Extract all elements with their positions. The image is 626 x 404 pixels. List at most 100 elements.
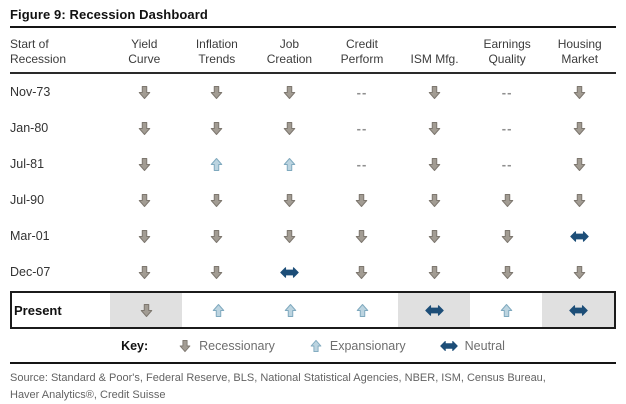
column-header: Credit Perform [340,37,384,66]
column-header: Job Creation [266,37,313,66]
down-arrow-icon [356,229,368,243]
present-indicator-cell [110,293,182,327]
legend-item: Recessionary [178,339,275,353]
indicator-cell [108,182,181,218]
indicator-cell: -- [326,74,399,110]
down-arrow-icon [138,85,151,99]
indicator-cell [326,254,399,290]
recession-start-label: Jul-90 [10,193,45,207]
legend-item-label: Neutral [464,338,505,353]
down-arrow-icon [428,265,441,279]
recession-start-label: Jan-80 [10,121,49,135]
column-header: Inflation Trends [195,37,238,66]
down-arrow-icon [573,265,586,279]
legend-item: Neutral [439,338,505,353]
indicator-cell [326,218,399,254]
indicator-cell [398,110,471,146]
down-arrow-icon [501,265,513,279]
up-arrow-icon [356,303,368,317]
down-arrow-icon [211,193,223,207]
indicator-cell [253,74,326,110]
down-arrow-icon [573,157,586,171]
not-available-dash: -- [501,84,513,100]
down-arrow-icon [428,193,441,207]
left-right-arrow-icon [439,340,458,351]
figure-title: Figure 9: Recession Dashboard [10,7,616,28]
indicator-cell [108,146,181,182]
up-arrow-icon [211,157,223,171]
indicator-cell [471,254,544,290]
indicator-cell [471,218,544,254]
indicator-cell [108,74,181,110]
indicator-cell [543,182,616,218]
left-right-arrow-icon [280,266,299,278]
up-arrow-icon [310,339,322,352]
legend-items: Recessionary Expansionary Neutral [178,339,505,353]
present-row: Present [12,293,614,327]
indicator-cell [181,74,254,110]
down-arrow-icon [501,193,513,207]
indicator-cell: -- [326,110,399,146]
indicator-cell [253,218,326,254]
indicator-cell: -- [471,146,544,182]
down-arrow-icon [138,193,151,207]
indicator-cell [181,182,254,218]
table-row: Dec-07 [10,254,616,290]
indicator-cell: -- [471,74,544,110]
up-arrow-icon [500,303,512,317]
down-arrow-icon [501,229,513,243]
present-label: Present [14,302,62,318]
column-header: Start of Recession [10,37,67,66]
down-arrow-icon [573,193,586,207]
indicator-cell [108,254,181,290]
up-arrow-icon [283,157,296,171]
present-indicator-cell [542,293,614,327]
column-header: ISM Mfg. [410,52,459,66]
present-row-box: Present [10,291,616,329]
down-arrow-icon [211,121,223,135]
legend-item-label: Expansionary [329,338,406,353]
left-right-arrow-icon [424,304,444,316]
indicator-cell [253,146,326,182]
indicator-cell [543,74,616,110]
indicator-cell [326,182,399,218]
not-available-dash: -- [501,156,513,172]
table-body: Nov-73 -- -- Jan-80 -- -- Jul-81 -- -- Jul-90 Mar-… [10,74,616,290]
table-row: Jul-81 -- -- [10,146,616,182]
present-indicator-cell [254,293,326,327]
indicator-cell [181,218,254,254]
source-line-1: Source: Standard & Poor's, Federal Reser… [10,372,546,384]
down-arrow-icon [179,339,191,352]
legend-item-label: Recessionary [199,338,275,353]
not-available-dash: -- [356,84,368,100]
recession-start-label: Dec-07 [10,265,51,279]
table-row: Nov-73 -- -- [10,74,616,110]
down-arrow-icon [428,121,441,135]
down-arrow-icon [573,121,586,135]
recession-start-label: Mar-01 [10,229,50,243]
table-row: Mar-01 [10,218,616,254]
legend-row: Key: Recessionary Expansionary Neutral [10,329,616,362]
table-row: Jul-90 [10,182,616,218]
down-arrow-icon [140,303,152,317]
up-arrow-icon [284,303,296,317]
left-right-arrow-icon [568,304,588,316]
down-arrow-icon [211,85,223,99]
indicator-cell [543,254,616,290]
indicator-cell [181,254,254,290]
indicator-cell [543,218,616,254]
bottom-divider [10,362,616,364]
column-header: Earnings Quality [483,37,531,66]
indicator-cell [398,254,471,290]
down-arrow-icon [211,229,223,243]
down-arrow-icon [356,265,368,279]
down-arrow-icon [428,157,441,171]
indicator-cell [398,218,471,254]
not-available-dash: -- [356,120,368,136]
indicator-cell [398,146,471,182]
down-arrow-icon [138,157,151,171]
column-header: Yield Curve [128,37,161,66]
present-indicator-cell [470,293,542,327]
down-arrow-icon [283,193,296,207]
indicator-cell [253,110,326,146]
